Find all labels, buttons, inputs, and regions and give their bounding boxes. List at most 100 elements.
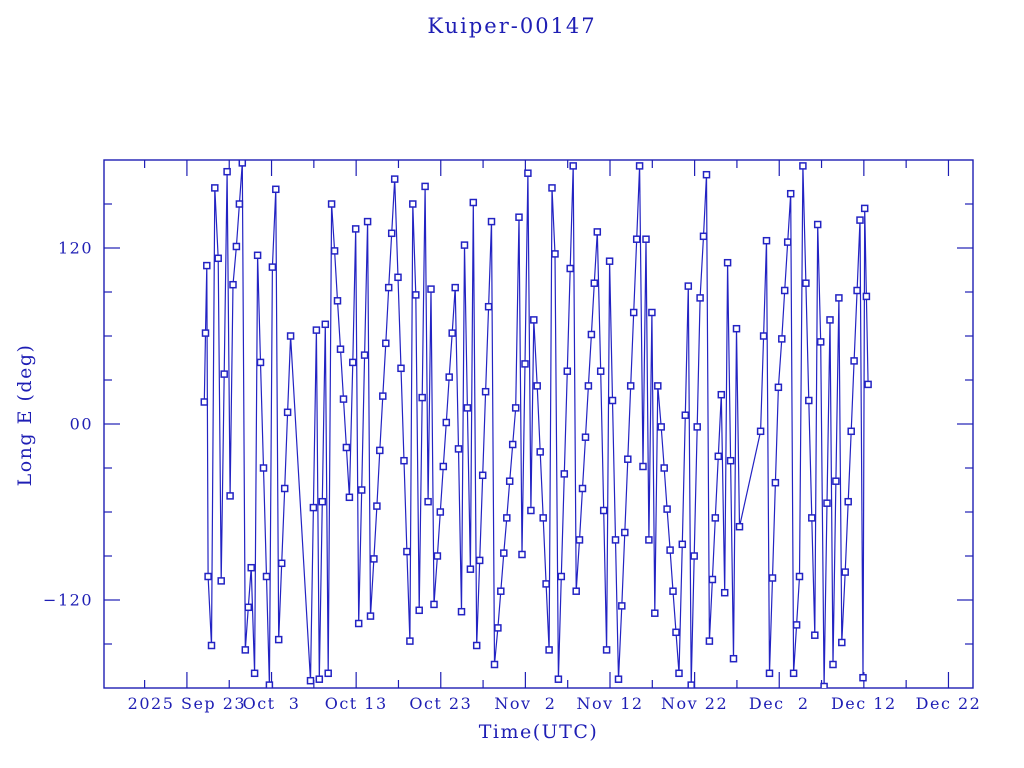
data-point-marker xyxy=(214,254,222,263)
data-point-marker xyxy=(581,433,590,441)
data-point-marker xyxy=(569,162,577,170)
data-point-marker xyxy=(642,235,650,243)
data-point-marker xyxy=(442,418,451,427)
data-point-marker xyxy=(729,654,738,663)
data-point-marker xyxy=(508,440,517,449)
data-point-marker xyxy=(484,302,493,311)
data-point-marker xyxy=(521,360,529,368)
data-point-marker xyxy=(454,445,463,453)
data-point-marker xyxy=(286,332,295,340)
data-point-marker xyxy=(321,320,330,329)
data-point-marker xyxy=(457,607,466,616)
data-point-marker xyxy=(533,382,541,390)
data-point-marker xyxy=(306,676,315,685)
data-point-marker xyxy=(376,446,384,455)
data-point-marker xyxy=(448,329,456,337)
data-point-marker xyxy=(605,257,614,265)
data-point-marker xyxy=(256,358,265,367)
data-point-marker xyxy=(611,536,620,544)
data-point-marker xyxy=(536,448,544,456)
data-point-marker xyxy=(387,229,396,238)
data-point-marker xyxy=(635,162,644,170)
data-point-marker xyxy=(466,565,475,573)
data-point-marker xyxy=(241,646,250,654)
data-point-marker xyxy=(684,282,693,290)
data-point-marker xyxy=(560,470,569,478)
data-point-marker xyxy=(226,492,234,500)
data-point-marker xyxy=(860,204,869,213)
data-point-marker xyxy=(778,335,786,343)
data-point-marker xyxy=(439,462,448,471)
data-point-marker xyxy=(475,556,484,565)
data-point-marker xyxy=(433,552,442,560)
x-tick-label-2: Oct 13 xyxy=(324,694,388,713)
data-point-marker xyxy=(864,380,872,389)
data-point-marker xyxy=(805,396,813,405)
data-point-marker xyxy=(342,443,351,452)
data-point-marker xyxy=(500,549,508,557)
data-point-marker xyxy=(339,395,348,403)
data-point-marker xyxy=(648,308,656,317)
data-point-marker xyxy=(382,339,390,348)
data-point-marker xyxy=(841,568,849,576)
data-point-marker xyxy=(624,455,632,463)
data-point-marker xyxy=(789,669,798,678)
data-point-marker xyxy=(384,283,393,292)
data-point-marker xyxy=(681,411,690,419)
data-point-marker xyxy=(563,367,572,375)
data-point-marker xyxy=(204,572,212,581)
data-point-marker xyxy=(639,462,647,471)
x-axis-title: Time(UTC) xyxy=(478,721,599,743)
data-point-marker xyxy=(472,641,481,650)
data-point-marker xyxy=(666,546,674,554)
data-point-marker xyxy=(406,637,414,645)
data-point-marker xyxy=(211,184,219,192)
data-point-marker xyxy=(351,225,360,233)
data-point-marker xyxy=(596,367,605,375)
data-point-marker xyxy=(505,477,514,485)
data-point-marker xyxy=(808,514,816,522)
y-tick-label-0: 120 xyxy=(57,238,93,258)
data-point-marker xyxy=(621,528,629,537)
data-point-marker xyxy=(548,184,556,192)
data-point-marker xyxy=(771,478,780,487)
data-point-marker xyxy=(657,423,665,431)
data-point-marker xyxy=(503,514,511,522)
data-point-marker xyxy=(813,220,822,229)
data-point-marker xyxy=(280,484,289,493)
data-point-marker xyxy=(412,291,420,299)
data-point-marker xyxy=(394,273,402,282)
data-point-marker xyxy=(262,572,271,581)
data-point-marker xyxy=(726,456,735,465)
series-line xyxy=(203,162,869,687)
data-point-marker xyxy=(780,286,789,295)
data-point-marker xyxy=(708,575,717,584)
data-point-marker xyxy=(511,404,520,412)
data-point-marker xyxy=(717,390,726,399)
data-point-marker xyxy=(675,669,683,678)
data-point-marker xyxy=(421,182,429,191)
data-point-marker xyxy=(315,675,324,683)
data-point-marker xyxy=(494,624,502,632)
data-point-marker xyxy=(238,160,247,167)
data-point-marker xyxy=(527,506,535,515)
data-point-marker xyxy=(566,264,574,273)
data-point-marker xyxy=(469,198,478,207)
data-point-marker xyxy=(832,477,840,485)
data-point-marker xyxy=(651,609,659,617)
data-point-marker xyxy=(660,464,668,472)
data-point-marker xyxy=(856,216,864,224)
data-point-marker xyxy=(451,283,459,292)
data-point-marker xyxy=(816,338,825,346)
data-point-marker xyxy=(672,628,680,637)
data-point-marker xyxy=(379,392,387,400)
data-point-marker xyxy=(430,600,438,609)
x-tick-label-8: Dec 12 xyxy=(830,694,897,713)
data-point-marker xyxy=(207,641,216,650)
data-point-marker xyxy=(309,503,318,512)
data-point-marker xyxy=(557,572,566,581)
data-point-marker xyxy=(786,189,795,198)
data-point-marker xyxy=(614,675,623,683)
y-tick-label-2: −120 xyxy=(43,590,93,610)
